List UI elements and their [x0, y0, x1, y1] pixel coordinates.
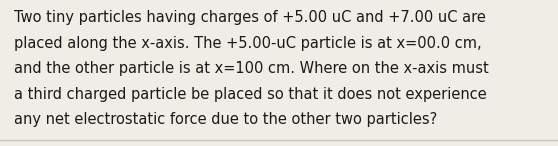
Text: placed along the x-axis. The +5.00-uC particle is at x=00.0 cm,: placed along the x-axis. The +5.00-uC pa… — [14, 36, 482, 51]
Text: any net electrostatic force due to the other two particles?: any net electrostatic force due to the o… — [14, 112, 437, 127]
Text: Two tiny particles having charges of +5.00 uC and +7.00 uC are: Two tiny particles having charges of +5.… — [14, 10, 486, 25]
Text: a third charged particle be placed so that it does not experience: a third charged particle be placed so th… — [14, 87, 487, 102]
Text: and the other particle is at x=100 cm. Where on the x-axis must: and the other particle is at x=100 cm. W… — [14, 61, 489, 76]
